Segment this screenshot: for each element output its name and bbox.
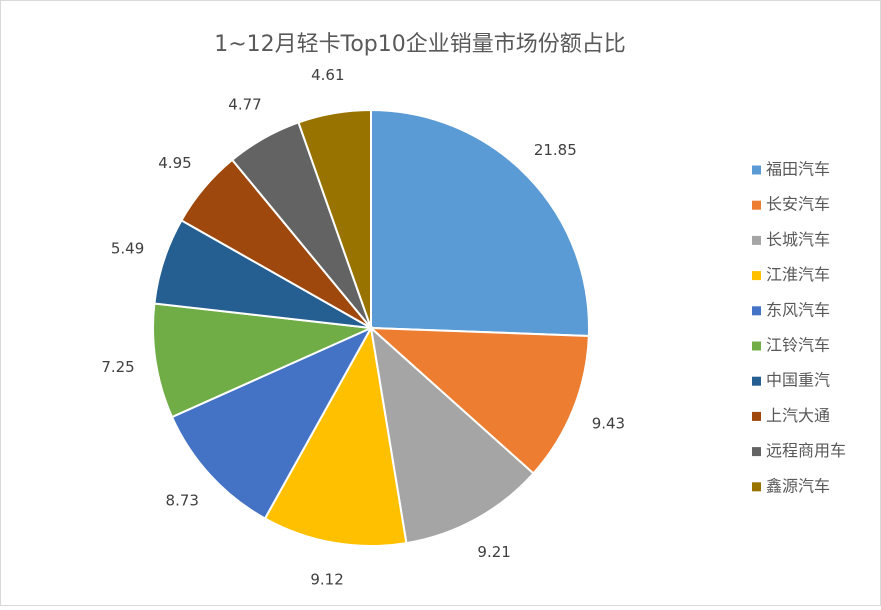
data-label: 9.21 [477,543,510,561]
legend-swatch [752,271,761,281]
legend-label: 东风汽车 [766,300,830,319]
legend-label: 江淮汽车 [766,265,830,284]
legend-swatch [752,482,761,492]
legend-swatch [752,447,761,457]
data-label: 4.95 [158,154,191,172]
data-label: 5.49 [111,239,144,257]
pie-slice [152,302,375,419]
legend-label: 长安汽车 [766,195,830,214]
legend-swatch [752,411,761,421]
legend-label: 长城汽车 [766,230,830,249]
pie-slice [370,108,590,338]
legend-swatch [752,376,761,386]
chart-title: 1~12月轻卡Top10企业销量市场份额占比 [214,32,626,57]
legend-label: 江铃汽车 [766,336,830,355]
data-label: 4.61 [311,66,344,84]
legend-label: 福田汽车 [766,160,830,179]
data-label: 8.73 [166,491,199,509]
legend-swatch [752,165,761,175]
legend-label: 中国重汽 [766,371,830,390]
pie-slice [297,108,372,329]
data-label: 9.12 [310,571,343,589]
legend-label: 鑫源汽车 [766,476,830,495]
legend-label: 远程商用车 [766,441,846,460]
data-label: 4.77 [228,96,261,114]
legend-label: 上汽大通 [766,406,830,425]
legend-swatch [752,341,761,351]
data-label: 21.85 [534,141,577,159]
legend-swatch [752,306,761,316]
data-label: 9.43 [592,414,625,432]
pie-slice [263,325,408,547]
pie-slice [369,325,535,545]
pie-slice [170,325,374,520]
legend-swatch [752,200,761,210]
legend-swatch [752,235,761,245]
data-label: 7.25 [101,358,134,376]
pie-slice [368,326,590,475]
